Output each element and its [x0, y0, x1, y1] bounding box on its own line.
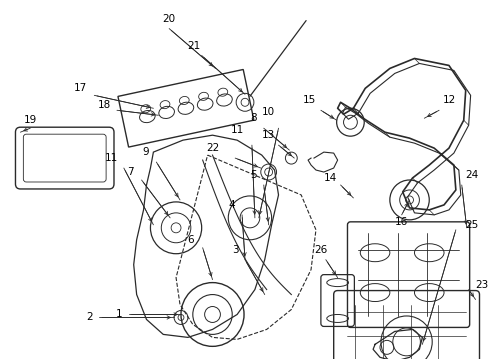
Text: 10: 10	[262, 107, 275, 117]
Text: 9: 9	[142, 147, 148, 157]
Text: 4: 4	[228, 200, 235, 210]
Text: 13: 13	[262, 130, 275, 140]
Text: 25: 25	[464, 220, 477, 230]
Text: 12: 12	[442, 95, 455, 105]
Text: 11: 11	[230, 125, 244, 135]
Text: 6: 6	[187, 235, 194, 245]
Text: 1: 1	[115, 310, 122, 319]
Text: 20: 20	[163, 14, 175, 24]
Text: 2: 2	[86, 312, 93, 323]
Text: 19: 19	[23, 115, 37, 125]
Text: 5: 5	[250, 170, 257, 180]
Text: 8: 8	[250, 113, 257, 123]
Text: 14: 14	[324, 173, 337, 183]
Text: 7: 7	[127, 167, 134, 177]
Text: 17: 17	[74, 84, 87, 93]
Text: 18: 18	[97, 100, 111, 110]
Text: 3: 3	[231, 245, 238, 255]
Text: 15: 15	[302, 95, 315, 105]
Text: 24: 24	[464, 170, 477, 180]
Text: 16: 16	[394, 217, 407, 227]
Text: 11: 11	[104, 153, 118, 163]
Text: 23: 23	[474, 280, 487, 289]
Text: 22: 22	[205, 143, 219, 153]
Text: 21: 21	[187, 41, 200, 50]
Text: 26: 26	[314, 245, 327, 255]
